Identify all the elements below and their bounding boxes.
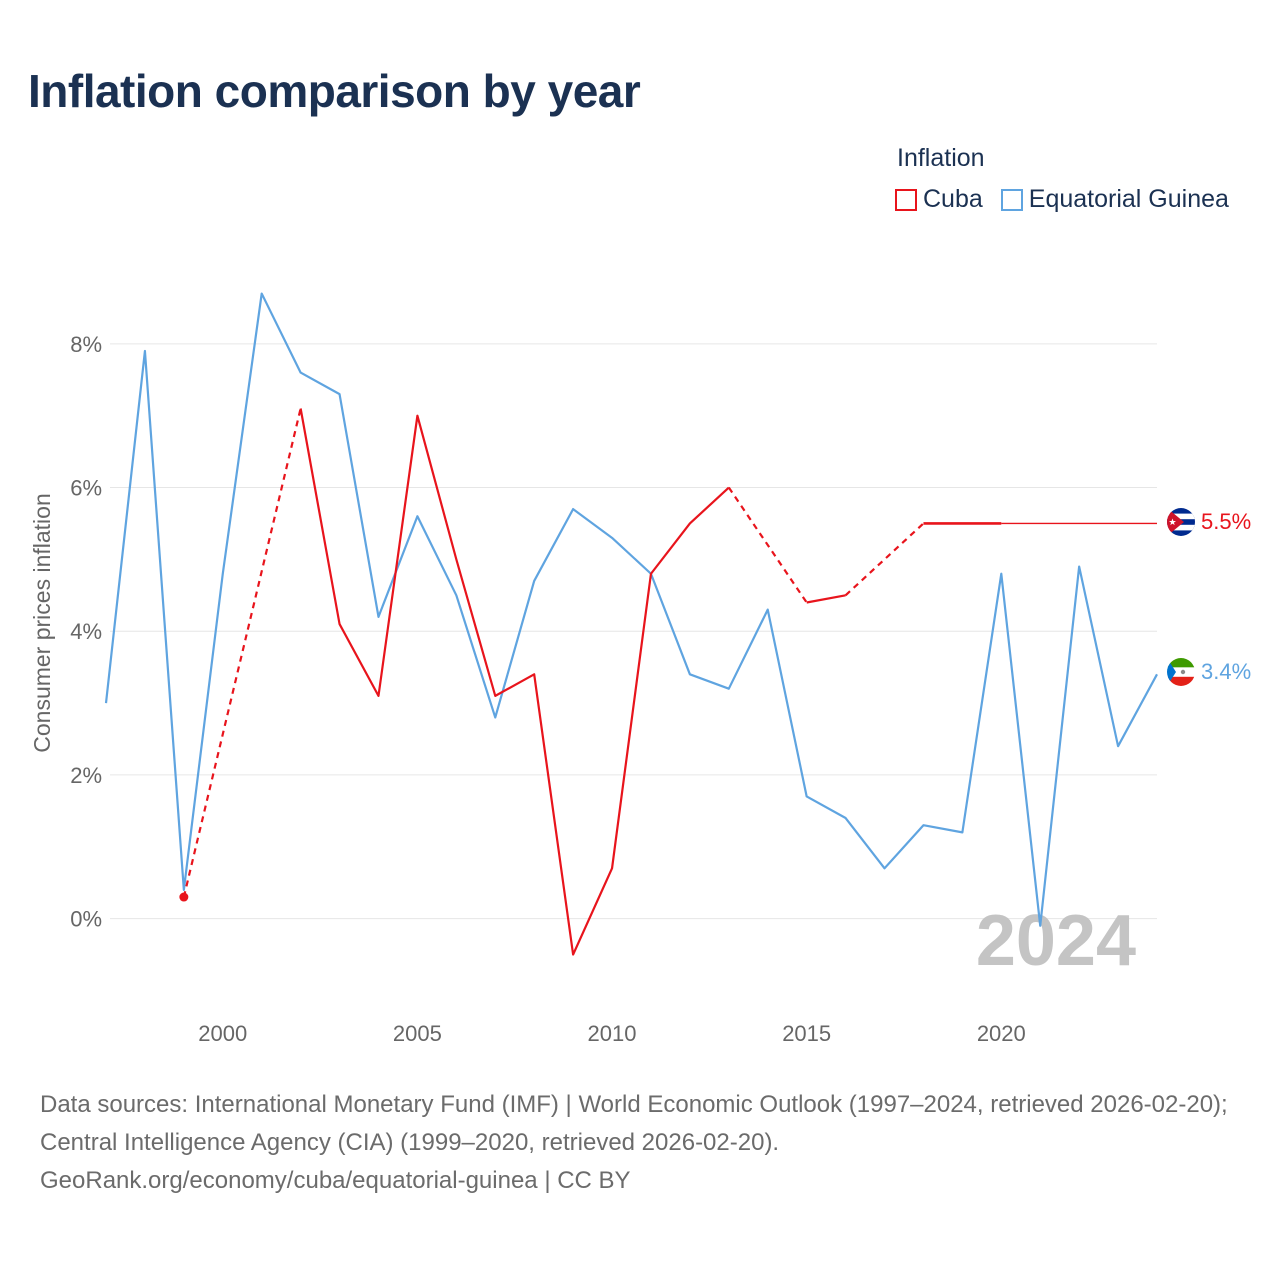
year-watermark: 2024 bbox=[976, 901, 1136, 981]
y-axis-ticks: 0% 2% 4% 6% 8% bbox=[70, 332, 102, 932]
cuba-flag-icon bbox=[1167, 508, 1195, 536]
series-points bbox=[179, 892, 189, 902]
source-line-2: GeoRank.org/economy/cuba/equatorial-guin… bbox=[40, 1167, 631, 1194]
y-tick-label-4: 4% bbox=[70, 619, 102, 644]
chart-title: Inflation comparison by year bbox=[28, 65, 641, 117]
end-value-equatorial-guinea: 3.4% bbox=[1201, 659, 1251, 684]
y-tick-label-0: 0% bbox=[70, 907, 102, 932]
y-axis-label: Consumer prices inflation bbox=[29, 493, 55, 753]
series-line-cuba-segment-5 bbox=[844, 522, 925, 597]
legend-label-equatorial-guinea: Equatorial Guinea bbox=[1028, 185, 1229, 213]
y-tick-label-2: 2% bbox=[70, 763, 102, 788]
series-line-cuba-segment-1 bbox=[182, 408, 302, 898]
x-tick-label-2015: 2015 bbox=[782, 1021, 831, 1046]
series-line-cuba-segment-2 bbox=[299, 408, 730, 956]
series-point-cuba-1999 bbox=[179, 892, 189, 902]
x-tick-label-2010: 2010 bbox=[588, 1021, 637, 1046]
legend-swatch-cuba bbox=[895, 188, 917, 211]
end-value-cuba: 5.5% bbox=[1201, 509, 1251, 534]
series-line-equatorial-guinea bbox=[104, 292, 1158, 927]
legend-item-equatorial-guinea[interactable]: Equatorial Guinea bbox=[1000, 185, 1229, 214]
y-tick-label-6: 6% bbox=[70, 476, 102, 501]
source-note: Data sources: International Monetary Fun… bbox=[40, 1086, 1250, 1200]
grid-lines bbox=[110, 343, 1157, 920]
x-tick-label-2000: 2000 bbox=[198, 1021, 247, 1046]
y-tick-label-8: 8% bbox=[70, 332, 102, 357]
series-line-cuba-segment-3 bbox=[727, 486, 808, 604]
legend-swatch-equatorial-guinea bbox=[1000, 188, 1023, 211]
x-tick-label-2020: 2020 bbox=[977, 1021, 1026, 1046]
legend: Cuba Equatorial Guinea bbox=[895, 185, 1247, 214]
legend-label-cuba: Cuba bbox=[923, 185, 983, 213]
x-tick-label-2005: 2005 bbox=[393, 1021, 442, 1046]
series-line-cuba-segment-4 bbox=[806, 594, 846, 604]
line-chart: 0% 2% 4% 6% 8% 2000 2005 2010 2015 2020 Consumer… bbox=[29, 292, 1251, 1046]
source-line-1: Data sources: International Monetary Fun… bbox=[40, 1091, 1228, 1156]
legend-title: Inflation bbox=[897, 144, 985, 172]
equatorial-guinea-flag-icon bbox=[1167, 658, 1195, 686]
x-axis-ticks: 2000 2005 2010 2015 2020 bbox=[198, 1021, 1025, 1046]
series-lines bbox=[104, 292, 1158, 956]
legend-item-cuba[interactable]: Cuba bbox=[895, 185, 983, 214]
